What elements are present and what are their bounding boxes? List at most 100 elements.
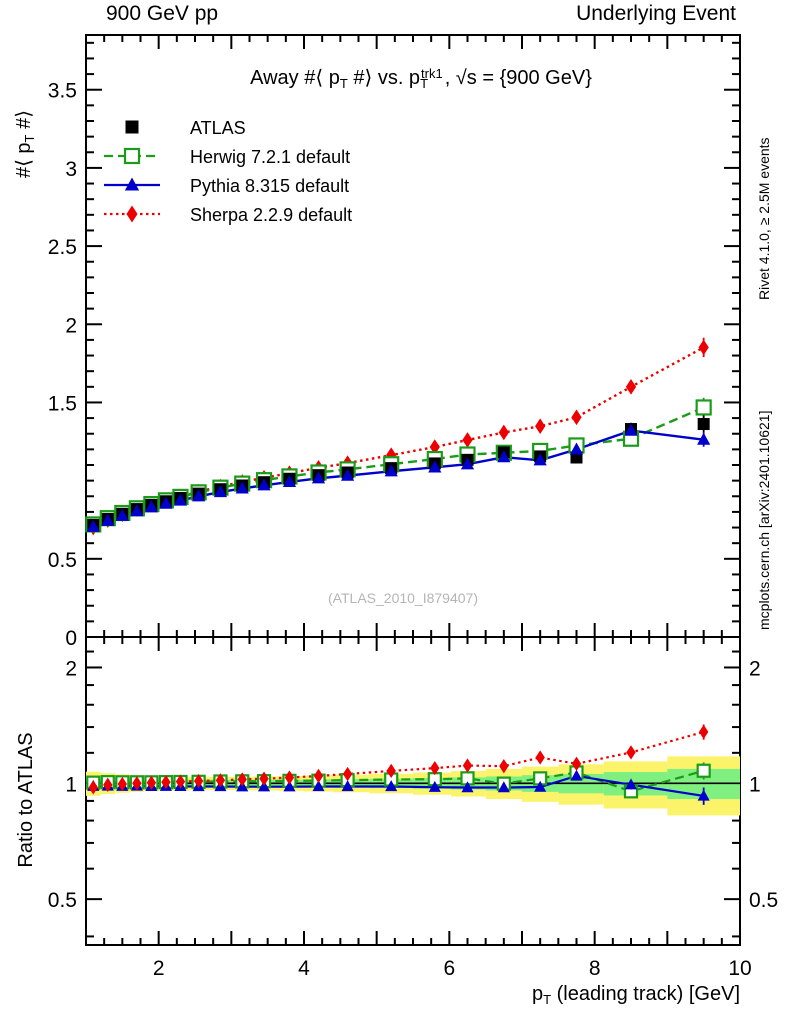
ratio-axis-title: Ratio to ATLAS	[15, 732, 37, 867]
x-axis-tick-label: 10	[728, 957, 751, 980]
y-axis-tick-label: 3.5	[48, 80, 77, 103]
data-marker-pythia	[460, 457, 475, 470]
x-axis-tick-label: 4	[298, 957, 310, 980]
data-marker-sherpa	[625, 379, 637, 395]
ratio-marker-pythia	[697, 789, 710, 801]
data-marker-pythia	[624, 423, 638, 436]
ratio-marker-pythia	[341, 780, 354, 792]
y-axis-tick-label: 3	[65, 158, 77, 181]
ratio-marker-sherpa	[571, 756, 582, 771]
data-marker-pythia	[257, 478, 271, 491]
data-marker-atlas	[570, 451, 583, 464]
ratio-tick-label-left: 0.5	[48, 889, 77, 912]
legend-marker-2	[124, 177, 140, 191]
data-marker-sherpa	[698, 339, 709, 356]
y-axis-tick-label: 2	[65, 314, 77, 337]
data-marker-pythia	[697, 432, 711, 445]
ratio-marker-sherpa	[215, 773, 226, 788]
data-marker-pythia	[533, 453, 547, 466]
x-axis-tick-label: 6	[443, 957, 455, 980]
data-marker-pythia	[497, 450, 511, 463]
data-marker-pythia	[144, 500, 158, 513]
ratio-marker-pythia	[312, 780, 325, 792]
ratio-marker-sherpa	[103, 777, 113, 792]
x-axis-title: pT (leading track) [GeV]	[532, 983, 740, 1007]
legend-label-2: Pythia 8.315 default	[190, 176, 349, 196]
data-marker-sherpa	[571, 409, 582, 426]
ratio-marker-pythia	[624, 778, 638, 790]
watermark-label: (ATLAS_2010_I879407)	[328, 590, 478, 606]
data-marker-pythia	[173, 493, 188, 506]
ratio-marker-sherpa	[117, 776, 128, 792]
ratio-marker-pythia	[257, 780, 271, 792]
ratio-marker-pythia	[385, 780, 398, 792]
ratio-tick-label-right: 1	[749, 773, 761, 796]
ratio-marker-sherpa	[161, 774, 171, 790]
data-marker-sherpa	[462, 432, 473, 448]
ratio-marker-pythia	[461, 781, 474, 793]
data-marker-pythia	[159, 496, 173, 509]
y-axis-tick-label: 1.5	[48, 392, 77, 415]
legend-marker-0	[125, 120, 139, 134]
data-marker-pythia	[101, 513, 115, 526]
data-marker-pythia	[569, 442, 584, 455]
ratio-marker-sherpa	[237, 772, 247, 787]
ratio-marker-pythia	[497, 781, 510, 793]
data-marker-pythia	[213, 485, 228, 498]
ratio-tick-label-left: 2	[65, 657, 77, 680]
data-marker-pythia	[341, 468, 355, 481]
data-marker-pythia	[192, 489, 206, 502]
ratio-marker-pythia	[428, 780, 441, 792]
ratio-line-pythia	[93, 774, 704, 798]
data-marker-sherpa	[535, 418, 546, 435]
ratio-marker-sherpa	[284, 770, 295, 785]
ratio-tick-label-left: 1	[65, 773, 77, 796]
ratio-marker-herwig	[696, 763, 711, 778]
series-line-herwig	[92, 406, 705, 526]
header-right-label: Underlying Event	[576, 2, 736, 25]
data-marker-pythia	[384, 464, 398, 477]
ratio-marker-sherpa	[386, 763, 396, 779]
ratio-tick-label-right: 2	[749, 657, 761, 680]
data-marker-herwig	[695, 399, 712, 416]
legend-label-0: ATLAS	[190, 118, 246, 138]
y-axis-tick-label: 0	[65, 627, 77, 650]
plot-title: Away #⟨ pT #⟩ vs. pTtrk1, √s = {900 GeV}	[250, 66, 592, 91]
ratio-marker-sherpa	[175, 774, 186, 789]
header-left-label: 900 GeV pp	[106, 2, 219, 25]
legend-label-1: Herwig 7.2.1 default	[190, 147, 350, 167]
ratio-marker-sherpa	[499, 759, 509, 774]
ratio-marker-sherpa	[626, 745, 636, 760]
data-marker-pythia	[86, 519, 100, 532]
ratio-tick-label-right: 0.5	[749, 889, 778, 912]
data-marker-atlas	[697, 418, 710, 431]
ratio-marker-sherpa	[259, 771, 269, 786]
data-marker-pythia	[428, 460, 442, 473]
ratio-marker-sherpa	[462, 758, 473, 773]
ratio-marker-sherpa	[132, 776, 142, 791]
data-marker-sherpa	[386, 447, 397, 463]
ratio-marker-sherpa	[535, 750, 545, 765]
legend-label-3: Sherpa 2.2.9 default	[190, 205, 352, 225]
y-axis-tick-label: 2.5	[48, 236, 77, 259]
data-marker-sherpa	[429, 439, 440, 455]
ratio-line-herwig	[93, 769, 704, 793]
legend-marker-3	[126, 205, 138, 223]
x-axis-tick-label: 8	[589, 957, 601, 980]
ratio-marker-pythia	[534, 780, 547, 792]
data-marker-pythia	[115, 508, 129, 521]
y-axis-tick-label: 0.5	[48, 549, 77, 572]
x-axis-tick-label: 2	[153, 957, 165, 980]
data-marker-pythia	[235, 481, 249, 494]
ratio-marker-sherpa	[313, 768, 324, 784]
y-axis-title: #⟨ pT #⟩	[13, 110, 37, 178]
ratio-marker-pythia	[570, 769, 583, 781]
main-panel-frame	[85, 34, 741, 638]
legend-marker-1	[123, 147, 141, 165]
ratio-marker-sherpa	[342, 766, 353, 782]
data-marker-pythia	[130, 504, 144, 517]
ratio-marker-sherpa	[88, 780, 98, 795]
ratio-marker-sherpa	[430, 760, 440, 776]
data-marker-sherpa	[498, 424, 509, 441]
